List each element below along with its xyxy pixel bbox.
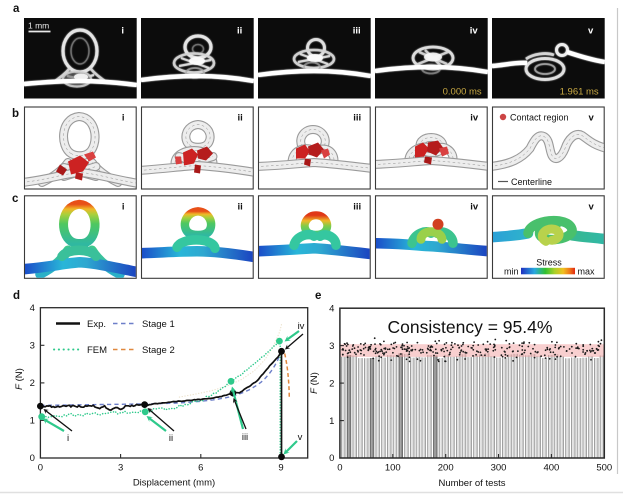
svg-text:iv: iv xyxy=(470,26,479,37)
svg-text:2: 2 xyxy=(329,378,334,389)
svg-text:Displacement (mm): Displacement (mm) xyxy=(133,478,215,489)
svg-text:F (N): F (N) xyxy=(14,368,25,390)
svg-text:0: 0 xyxy=(38,463,43,474)
svg-text:i: i xyxy=(121,26,124,37)
svg-text:Number of tests: Number of tests xyxy=(438,478,505,489)
svg-text:Contact region: Contact region xyxy=(510,113,569,123)
svg-text:4: 4 xyxy=(329,303,334,314)
svg-text:iii: iii xyxy=(353,113,361,124)
svg-text:max: max xyxy=(578,266,596,276)
svg-text:3: 3 xyxy=(329,341,334,352)
svg-text:iii: iii xyxy=(353,201,361,212)
svg-text:1: 1 xyxy=(329,416,334,427)
svg-text:iii: iii xyxy=(242,432,248,443)
svg-text:2: 2 xyxy=(30,378,35,389)
svg-text:1.961 ms: 1.961 ms xyxy=(560,87,599,98)
svg-text:3: 3 xyxy=(30,341,35,352)
svg-text:Exp.: Exp. xyxy=(87,319,106,330)
svg-text:i: i xyxy=(67,433,69,444)
svg-text:400: 400 xyxy=(543,463,559,474)
svg-text:0: 0 xyxy=(329,453,334,464)
svg-text:v: v xyxy=(298,432,303,443)
svg-text:500: 500 xyxy=(596,463,612,474)
svg-text:min: min xyxy=(504,266,519,276)
svg-text:300: 300 xyxy=(491,463,507,474)
svg-text:iv: iv xyxy=(298,321,305,332)
svg-text:100: 100 xyxy=(385,463,401,474)
svg-text:3: 3 xyxy=(118,463,123,474)
svg-text:Centerline: Centerline xyxy=(511,177,552,187)
svg-text:b: b xyxy=(12,108,19,120)
svg-text:iii: iii xyxy=(353,26,361,37)
svg-text:d: d xyxy=(13,290,20,302)
svg-text:Stage 1: Stage 1 xyxy=(142,319,175,330)
svg-text:v: v xyxy=(588,26,594,37)
svg-text:Stress: Stress xyxy=(536,257,562,267)
svg-text:Consistency = 95.4%: Consistency = 95.4% xyxy=(388,317,553,337)
svg-text:F (N): F (N) xyxy=(309,372,320,394)
svg-text:iv: iv xyxy=(470,201,479,212)
svg-text:ii: ii xyxy=(238,113,243,124)
svg-text:1 mm: 1 mm xyxy=(28,21,49,31)
svg-text:6: 6 xyxy=(198,463,203,474)
svg-text:200: 200 xyxy=(438,463,454,474)
svg-text:0: 0 xyxy=(337,463,342,474)
svg-text:FEM: FEM xyxy=(87,345,107,356)
svg-text:ii: ii xyxy=(237,26,242,37)
svg-text:v: v xyxy=(589,113,595,124)
svg-text:1: 1 xyxy=(30,416,35,427)
svg-text:9: 9 xyxy=(278,463,283,474)
svg-text:0.000 ms: 0.000 ms xyxy=(443,87,482,98)
svg-text:0: 0 xyxy=(30,453,35,464)
svg-text:iv: iv xyxy=(470,113,479,124)
svg-text:4: 4 xyxy=(30,303,35,314)
svg-text:i: i xyxy=(122,113,125,124)
svg-text:ii: ii xyxy=(238,201,243,212)
svg-text:e: e xyxy=(315,290,321,302)
svg-text:v: v xyxy=(589,201,595,212)
svg-text:c: c xyxy=(12,193,19,205)
svg-text:Stage 2: Stage 2 xyxy=(142,345,175,356)
svg-text:a: a xyxy=(13,3,20,15)
svg-text:i: i xyxy=(122,201,125,212)
svg-text:ii: ii xyxy=(169,433,173,444)
